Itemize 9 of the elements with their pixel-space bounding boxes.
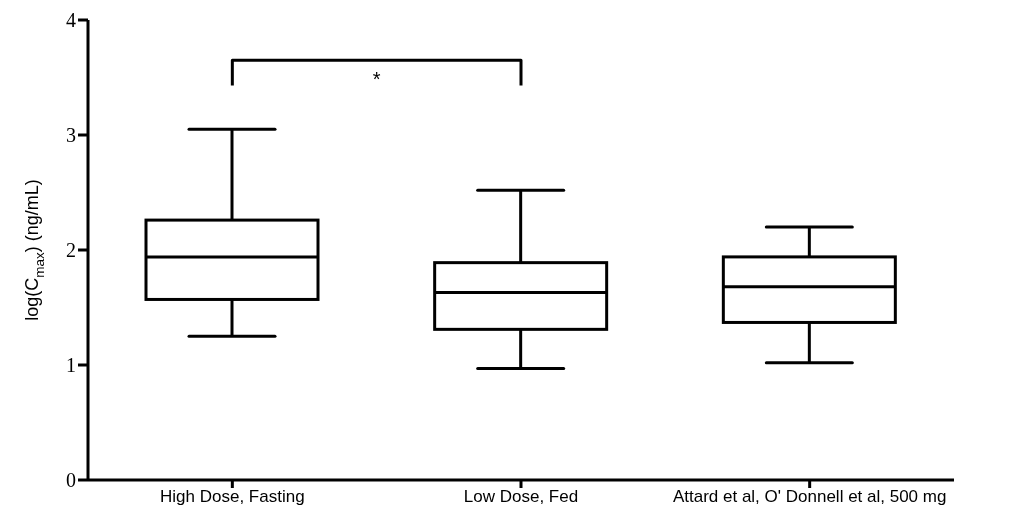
y-tick-label: 4 — [66, 9, 76, 32]
x-tick-label: Low Dose, Fed — [463, 487, 579, 507]
y-tick-label: 2 — [66, 239, 76, 262]
x-tick-label: Attard et al, O' Donnell et al, 500 mg — [672, 487, 947, 507]
x-tick-label: High Dose, Fasting — [160, 487, 305, 507]
y-tick-label: 3 — [66, 124, 76, 147]
annotation: * — [372, 68, 381, 91]
y-tick-label: 1 — [66, 354, 76, 377]
y-tick-label: 0 — [66, 469, 76, 492]
